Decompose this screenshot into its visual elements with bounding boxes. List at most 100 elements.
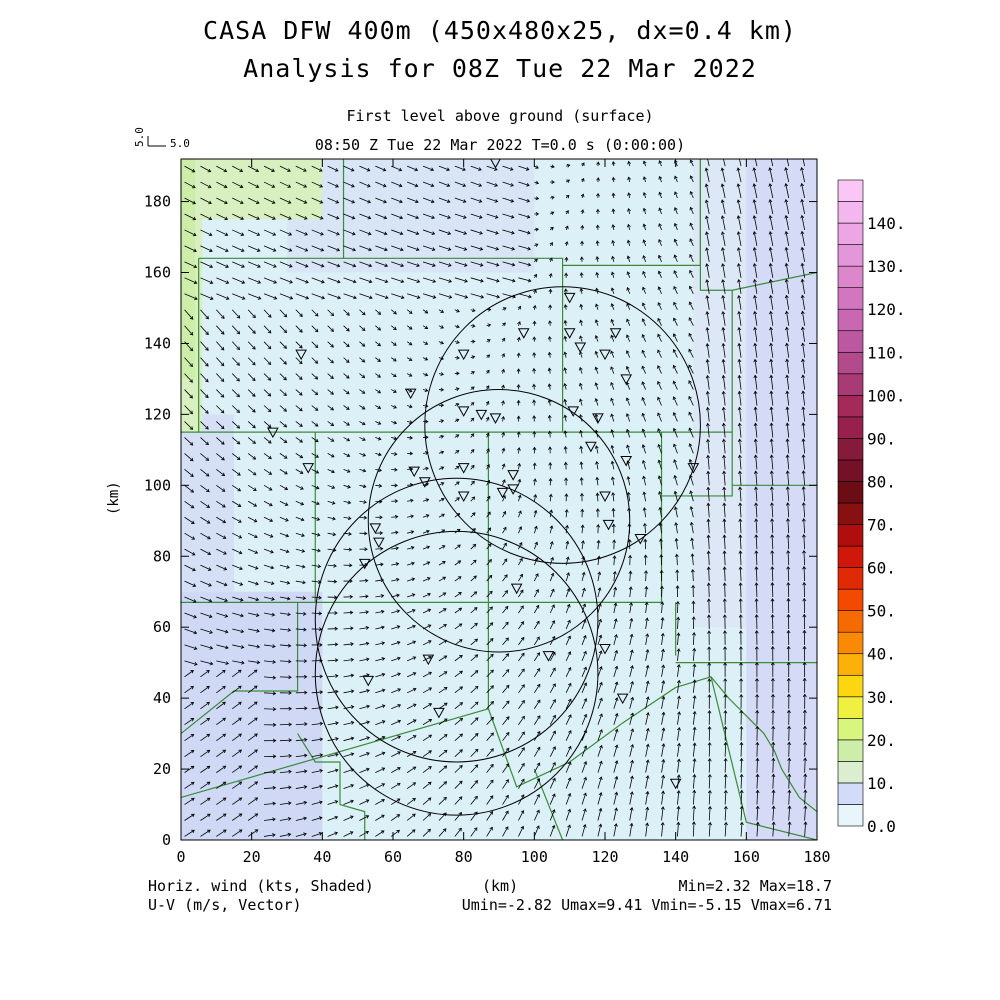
wind-vector bbox=[311, 532, 320, 536]
wind-vector-head bbox=[380, 562, 384, 567]
wind-vector bbox=[518, 495, 521, 502]
colorbar-swatch bbox=[837, 761, 864, 784]
wind-vector-head bbox=[657, 380, 661, 385]
x-tick-label: 80 bbox=[455, 848, 473, 866]
wind-vector-head bbox=[334, 815, 339, 820]
wind-vector-head bbox=[448, 263, 452, 267]
wind-vector-head bbox=[723, 693, 728, 698]
wind-vector-head bbox=[334, 642, 339, 647]
wind-vector-head bbox=[769, 486, 774, 490]
wind-vector bbox=[645, 791, 649, 805]
wind-vector bbox=[422, 341, 428, 345]
wind-vector-head bbox=[427, 828, 431, 833]
wind-vector-head bbox=[288, 706, 293, 711]
wind-vector bbox=[343, 293, 357, 299]
wind-vector-head bbox=[511, 262, 516, 267]
wind-vector bbox=[359, 580, 368, 582]
wind-vector-head bbox=[550, 556, 554, 561]
wind-vector-head bbox=[190, 489, 195, 493]
wind-vector bbox=[645, 633, 648, 645]
wind-vector-head bbox=[304, 263, 309, 268]
wind-vector-head bbox=[626, 255, 631, 260]
wind-vector bbox=[247, 829, 258, 837]
wind-vector-head bbox=[301, 533, 305, 538]
wind-vector bbox=[706, 215, 710, 231]
wind-vector bbox=[279, 833, 291, 837]
wind-vector bbox=[642, 444, 647, 454]
wind-vector-head bbox=[416, 279, 421, 283]
wind-vector-head bbox=[755, 709, 760, 714]
wind-vector bbox=[708, 535, 710, 550]
wind-vector bbox=[231, 685, 242, 694]
wind-vector-head bbox=[583, 666, 587, 671]
wind-vector bbox=[200, 341, 209, 351]
wind-vector bbox=[359, 784, 370, 789]
wind-vector bbox=[295, 564, 305, 568]
wind-vector-head bbox=[208, 216, 213, 221]
wind-vector bbox=[565, 777, 571, 789]
wind-vector-head bbox=[303, 643, 308, 648]
wind-vector-head bbox=[518, 526, 523, 530]
wind-vector bbox=[232, 749, 242, 757]
wind-vector bbox=[247, 469, 257, 476]
wind-vector bbox=[692, 680, 696, 693]
wind-vector bbox=[391, 720, 401, 726]
wind-vector-head bbox=[381, 704, 386, 709]
wind-vector bbox=[645, 712, 649, 725]
wind-vector-head bbox=[443, 765, 448, 770]
wind-vector-head bbox=[627, 192, 631, 196]
wind-vector-head bbox=[393, 452, 398, 456]
wind-vector bbox=[390, 341, 397, 346]
wind-vector bbox=[518, 668, 525, 678]
wind-vector bbox=[438, 293, 452, 298]
wind-vector bbox=[454, 749, 463, 757]
wind-vector-head bbox=[548, 477, 553, 482]
wind-vector bbox=[422, 829, 431, 837]
wind-vector bbox=[454, 686, 463, 694]
wind-vector-head bbox=[335, 215, 340, 220]
wind-vector-head bbox=[516, 415, 521, 420]
wind-vector-head bbox=[549, 525, 554, 529]
wind-vector-head bbox=[505, 621, 509, 626]
wind-vector bbox=[406, 325, 413, 330]
wind-vector bbox=[613, 697, 618, 709]
wind-vector bbox=[295, 469, 304, 474]
wind-vector bbox=[657, 365, 662, 374]
wind-vector-head bbox=[267, 408, 272, 413]
wind-vector bbox=[359, 229, 372, 235]
wind-vector-head bbox=[645, 806, 650, 811]
wind-vector bbox=[391, 357, 397, 362]
wind-vector-head bbox=[613, 602, 618, 607]
wind-vector-head bbox=[660, 821, 665, 826]
wind-vector-head bbox=[630, 775, 634, 780]
wind-vector-head bbox=[692, 742, 697, 746]
y-tick-label: 140 bbox=[144, 334, 171, 352]
wind-vector bbox=[216, 277, 229, 284]
wind-vector bbox=[375, 484, 382, 487]
wind-vector bbox=[690, 175, 694, 183]
wind-vector bbox=[518, 637, 525, 646]
wind-vector bbox=[375, 293, 389, 299]
wind-vector-head bbox=[753, 390, 758, 395]
wind-vector-head bbox=[738, 550, 743, 554]
wind-vector bbox=[518, 245, 531, 250]
wind-vector-head bbox=[304, 706, 308, 711]
wind-vector-head bbox=[240, 200, 244, 205]
wind-vector-head bbox=[770, 502, 774, 506]
wind-vector bbox=[454, 450, 459, 454]
wind-vector-head bbox=[272, 707, 277, 712]
wind-vector bbox=[263, 660, 276, 663]
wind-vector-head bbox=[677, 742, 681, 747]
wind-vector bbox=[629, 807, 633, 821]
wind-vector bbox=[629, 602, 632, 614]
wind-vector bbox=[613, 808, 617, 821]
wind-vector-head bbox=[236, 440, 241, 445]
wind-vector bbox=[739, 535, 742, 550]
wind-vector bbox=[438, 309, 444, 313]
legend-shaded-label: Horiz. wind (kts, Shaded) bbox=[148, 877, 374, 895]
wind-vector bbox=[375, 245, 388, 251]
wind-vector-head bbox=[490, 669, 494, 674]
wind-vector bbox=[548, 368, 551, 374]
wind-vector-head bbox=[752, 183, 757, 187]
wind-vector bbox=[470, 480, 475, 486]
